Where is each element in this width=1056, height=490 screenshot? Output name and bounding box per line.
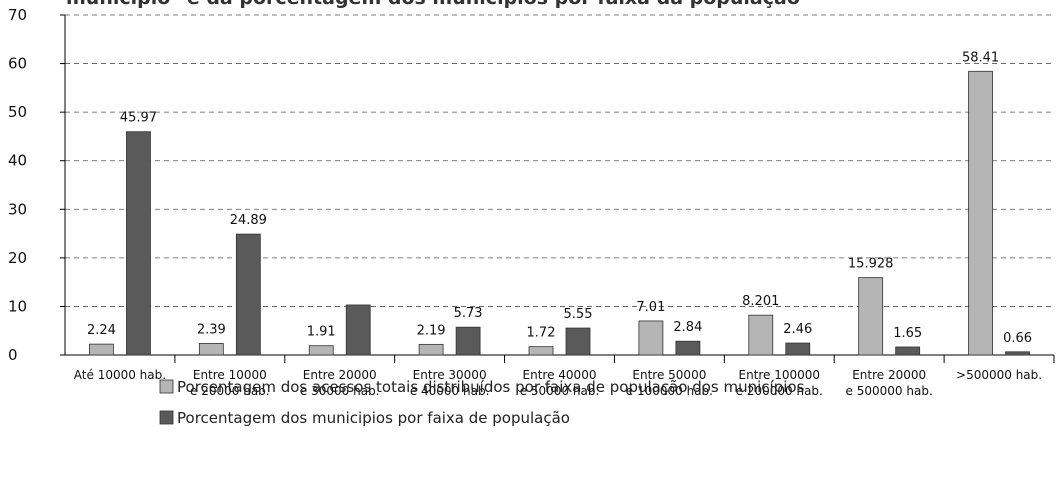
bar <box>89 343 114 356</box>
bar <box>198 342 224 356</box>
chart-title: município" e da porcentagem dos municípi… <box>66 0 800 9</box>
data-label: 2.46 <box>783 322 812 337</box>
data-label: 1.91 <box>307 325 336 340</box>
x-tick-label: Entre 100000 e 200000 hab. <box>736 368 823 398</box>
y-tick-label: 60 <box>8 55 27 73</box>
y-tick-label: 30 <box>8 200 27 218</box>
data-label: 2.24 <box>87 323 116 338</box>
bar <box>126 131 151 356</box>
legend-swatch <box>159 379 174 394</box>
y-tick-label: 40 <box>8 152 27 170</box>
data-label: 24.89 <box>230 213 267 228</box>
data-label: 5.73 <box>454 306 483 321</box>
x-tick-label: Entre 40000 e 50000 hab. <box>520 368 600 398</box>
bar <box>308 345 334 356</box>
data-label: 0.66 <box>1003 331 1032 346</box>
data-label: 1.72 <box>527 326 556 341</box>
data-label: 15.928 <box>848 257 894 272</box>
bar <box>748 314 774 356</box>
bar <box>565 327 591 356</box>
y-tick-label: 0 <box>8 346 18 364</box>
data-label: 45.97 <box>120 111 157 126</box>
bar <box>418 343 444 356</box>
y-tick-label: 10 <box>8 297 27 315</box>
x-tick-label: Entre 20000 e 30000 hab. <box>300 368 380 398</box>
bar <box>455 326 481 356</box>
data-label: 2.19 <box>417 323 446 338</box>
bar <box>968 70 993 356</box>
x-tick-label: >500000 hab. <box>956 368 1042 382</box>
x-tick-label: Entre 30000 e 40000 hab. <box>410 368 490 398</box>
bar <box>895 346 921 356</box>
x-tick-label: Entre 50000 e 100000 hab. <box>626 368 713 398</box>
data-label: 5.55 <box>564 307 593 322</box>
bar <box>785 342 811 356</box>
data-label: 8.201 <box>742 294 779 309</box>
x-tick-label: Entre 10000 e 20000 hab. <box>190 368 270 398</box>
x-tick-label: Entre 20000 e 500000 hab. <box>846 368 933 398</box>
legend-swatch <box>159 410 174 425</box>
x-tick-label: Até 10000 hab. <box>74 368 166 382</box>
data-label: 1.65 <box>893 326 922 341</box>
bar <box>675 340 701 356</box>
data-label: 2.84 <box>673 320 702 335</box>
bar <box>235 233 261 356</box>
bar <box>638 320 664 356</box>
data-label: 7.01 <box>636 300 665 315</box>
bar <box>1005 351 1030 356</box>
bar <box>528 346 554 356</box>
data-label: 2.39 <box>197 322 226 337</box>
y-tick-label: 70 <box>8 6 27 24</box>
data-label: 58.41 <box>962 50 999 65</box>
bar <box>858 277 884 356</box>
bar <box>345 304 371 356</box>
legend-label: Porcentagem dos acessos totais distribuí… <box>177 378 805 396</box>
legend-label: Porcentagem dos municipios por faixa de … <box>177 409 570 427</box>
y-tick-label: 20 <box>8 249 27 267</box>
y-tick-label: 50 <box>8 103 27 121</box>
